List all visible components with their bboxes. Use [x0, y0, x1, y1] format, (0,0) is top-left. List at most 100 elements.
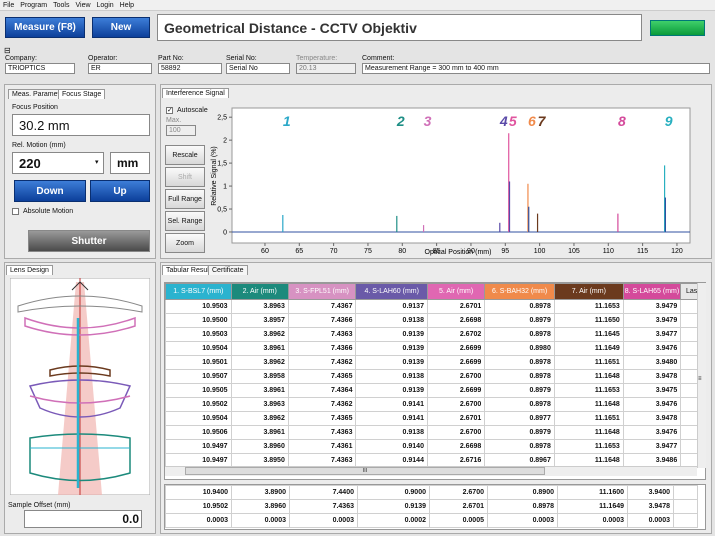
- full-range-button[interactable]: Full Range: [165, 189, 205, 209]
- cell: 7.4361: [287, 439, 357, 454]
- lens-drawing: [10, 278, 150, 495]
- cell: 7.4362: [287, 355, 357, 370]
- arrow: [71, 281, 89, 291]
- zoom-button[interactable]: Zoom: [165, 233, 205, 253]
- cell: 2.6700: [426, 369, 486, 384]
- cell: 3.8960: [230, 439, 289, 454]
- cell: 3.9476: [622, 397, 682, 412]
- field-label: Part No:: [158, 55, 184, 62]
- field-value[interactable]: Serial No: [226, 63, 290, 74]
- y-tick-label: 2,5: [217, 115, 227, 122]
- label: Max.: [166, 117, 182, 124]
- checkbox[interactable]: ✓: [166, 107, 173, 114]
- measure-button[interactable]: Measure (F8): [5, 17, 85, 38]
- cell: 10.9502: [165, 397, 232, 412]
- cell: 11.1648: [553, 425, 624, 440]
- cell: 3.8961: [230, 341, 289, 356]
- table-row: 10.9504 3.8961 7.4366 0.9139 2.6699 0.8980 11.…: [165, 341, 705, 356]
- cell: 3.9475: [622, 383, 682, 398]
- menu-item[interactable]: Login: [96, 1, 114, 9]
- table-row: 10.9497 3.8950 7.4363 0.9144 2.6716 0.8967 11.…: [165, 453, 705, 468]
- results-table: 1. S-BSL7 (mm) 2. Air (mm) 3. S-FPL51 (mm)…: [165, 283, 705, 468]
- field-value[interactable]: TRIOPTICS: [5, 63, 75, 74]
- table-row: 0.0003 0.0003 0.0003 0.0002 0.0005 0.0003 0.00…: [165, 513, 698, 528]
- menu-item[interactable]: Tools: [53, 1, 70, 9]
- column-header[interactable]: 5. Air (mm): [426, 283, 486, 300]
- x-tick-label: 85: [433, 248, 441, 255]
- x-tick-label: 65: [295, 248, 303, 255]
- menu-item[interactable]: File: [3, 1, 15, 9]
- cell: 11.1651: [553, 355, 624, 370]
- cell: 3.8958: [230, 369, 289, 384]
- tab[interactable]: Focus Stage: [58, 89, 106, 99]
- column-header[interactable]: 7. Air (mm): [553, 283, 624, 300]
- up-button[interactable]: Up: [90, 180, 150, 202]
- down-button[interactable]: Down: [14, 180, 86, 202]
- h-scroll-thumb[interactable]: III: [185, 467, 545, 475]
- rescale-button[interactable]: Rescale: [165, 145, 205, 165]
- column-header[interactable]: 4. S-LAH60 (mm): [355, 283, 428, 300]
- cell: 3.9479: [622, 313, 682, 328]
- cell: 11.1653: [553, 299, 624, 314]
- checkbox[interactable]: [12, 208, 19, 215]
- field-label: Comment:: [362, 55, 395, 62]
- cell: 11.1653: [553, 383, 624, 398]
- tab[interactable]: Lens Design: [6, 265, 53, 275]
- sel-range-button[interactable]: Sel. Range: [165, 211, 205, 231]
- cell: 2.6700: [426, 425, 486, 440]
- field-value[interactable]: ER: [88, 63, 152, 74]
- cell: 0.8978: [484, 355, 555, 370]
- new-button[interactable]: New: [92, 17, 150, 38]
- shutter-button[interactable]: Shutter: [28, 230, 150, 252]
- x-tick-label: 60: [261, 248, 269, 255]
- column-header[interactable]: 1. S-BSL7 (mm): [165, 283, 232, 300]
- cell: 3.8962: [230, 355, 289, 370]
- cell: 3.8950: [230, 453, 289, 468]
- cell: 0.8977: [484, 411, 555, 426]
- cell: 7.4366: [287, 341, 357, 356]
- cell: 7.4362: [287, 397, 357, 412]
- cell: 3.9478: [622, 369, 682, 384]
- cell: 0.9000: [357, 485, 430, 500]
- collapse-toggle[interactable]: ⊟: [4, 46, 11, 55]
- shift-button[interactable]: Shift: [165, 167, 205, 187]
- cell: 0.8979: [484, 383, 555, 398]
- cell: 0.0003: [627, 513, 674, 528]
- column-header[interactable]: 8. S-LAH65 (mm): [622, 283, 682, 300]
- menu-item[interactable]: Program: [20, 1, 48, 9]
- cell: 11.1645: [553, 327, 624, 342]
- cell: 7.4365: [287, 369, 357, 384]
- column-header[interactable]: 2. Air (mm): [230, 283, 289, 300]
- x-tick-label: 105: [568, 248, 580, 255]
- peak-label: 4: [499, 113, 508, 129]
- menu-item[interactable]: Help: [119, 1, 135, 9]
- cell: 0.0003: [289, 513, 358, 528]
- cell: 7.4363: [289, 499, 358, 514]
- cell: 3.9480: [622, 355, 682, 370]
- field-value[interactable]: 58892: [158, 63, 222, 74]
- motion-dropdown[interactable]: 220: [12, 152, 104, 174]
- cell: 0.8967: [484, 453, 555, 468]
- peak-label: 3: [424, 113, 432, 129]
- summary-table: 10.9400 3.8900 7.4400 0.9000 2.6700 0.8900 11.…: [165, 485, 698, 528]
- cell: 10.9503: [165, 299, 232, 314]
- cell: 10.9503: [165, 327, 232, 342]
- peak-label: 9: [665, 113, 673, 129]
- header-row: 1. S-BSL7 (mm) 2. Air (mm) 3. S-FPL51 (mm)…: [165, 283, 705, 300]
- cell: 0.9139: [355, 341, 428, 356]
- column-header[interactable]: 6. S-BAH32 (mm): [484, 283, 555, 300]
- cell: 10.9506: [165, 425, 232, 440]
- v-scrollbar[interactable]: [697, 283, 706, 468]
- cell: 3.8963: [230, 299, 289, 314]
- cell: 10.9400: [165, 485, 232, 500]
- column-header[interactable]: 3. S-FPL51 (mm): [287, 283, 357, 300]
- cell: 2.6701: [426, 411, 486, 426]
- field-value[interactable]: Measurement Range = 300 mm to 400 mm: [362, 63, 710, 74]
- tab[interactable]: Interference Signal: [162, 88, 229, 98]
- cell: 0.0003: [487, 513, 558, 528]
- status-indicator: [650, 20, 705, 36]
- cell: 11.1648: [553, 369, 624, 384]
- peak-label: 8: [618, 113, 626, 129]
- tab[interactable]: Certificate: [208, 265, 248, 275]
- menu-item[interactable]: View: [75, 1, 91, 9]
